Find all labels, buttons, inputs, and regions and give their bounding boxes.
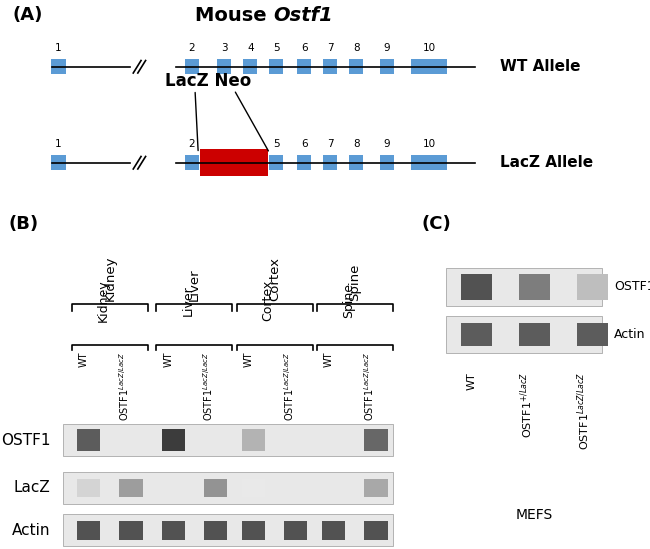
Text: Mouse: Mouse [194, 6, 273, 25]
Bar [51, 59, 66, 74]
Text: 7: 7 [327, 139, 333, 149]
Text: WT: WT [163, 351, 173, 367]
Text: OSTF1$^{LacZ/LacZ}$: OSTF1$^{LacZ/LacZ}$ [117, 351, 131, 421]
Text: 5: 5 [273, 43, 280, 53]
Bar [204, 520, 227, 540]
Bar [243, 59, 257, 74]
Bar [577, 274, 608, 300]
Text: Kidney: Kidney [97, 279, 110, 322]
Text: Spine: Spine [342, 283, 355, 318]
Text: WT: WT [467, 372, 477, 390]
Text: (C): (C) [421, 215, 451, 233]
Text: 8: 8 [353, 43, 359, 53]
Text: Kidney: Kidney [103, 255, 116, 300]
Bar [185, 59, 199, 74]
Text: (A): (A) [13, 6, 44, 24]
Text: OSTF1$^{+/LacZ}$: OSTF1$^{+/LacZ}$ [518, 372, 534, 438]
Text: Ostf1: Ostf1 [273, 6, 333, 25]
Bar [411, 155, 447, 170]
Bar [120, 520, 142, 540]
Bar [297, 59, 311, 74]
Bar [349, 59, 363, 74]
Bar [242, 479, 265, 497]
Bar [462, 274, 493, 300]
Bar [64, 514, 393, 546]
Bar [349, 155, 363, 170]
Bar [77, 479, 100, 497]
Bar [323, 59, 337, 74]
Text: 8: 8 [353, 139, 359, 149]
Text: LacZ: LacZ [14, 480, 51, 495]
Text: LacZ Neo: LacZ Neo [165, 72, 251, 89]
Text: 1: 1 [55, 139, 62, 149]
Text: WT Allele: WT Allele [500, 59, 581, 74]
Bar [297, 155, 311, 170]
Bar [185, 155, 199, 170]
Bar [519, 274, 550, 300]
Text: 10: 10 [422, 43, 436, 53]
Bar [120, 479, 142, 497]
Text: WT: WT [324, 351, 334, 367]
Text: MEFS: MEFS [516, 508, 553, 522]
Text: OSTF1$^{LacZ/LacZ}$: OSTF1$^{LacZ/LacZ}$ [282, 351, 296, 421]
Text: Cortex: Cortex [261, 280, 274, 321]
Text: Spine: Spine [348, 263, 361, 300]
Text: 4: 4 [247, 43, 254, 53]
Text: OSTF1: OSTF1 [1, 433, 51, 447]
Bar [365, 520, 387, 540]
Text: Actin: Actin [614, 328, 645, 341]
Bar [242, 520, 265, 540]
Text: OSTF1$^{LacZ/LacZ}$: OSTF1$^{LacZ/LacZ}$ [362, 351, 376, 421]
Bar [77, 429, 100, 451]
Bar [242, 429, 265, 451]
Text: (B): (B) [8, 215, 38, 233]
Bar [365, 479, 387, 497]
Bar [446, 316, 602, 354]
Text: WT: WT [79, 351, 88, 367]
Bar [64, 472, 393, 504]
Bar [64, 424, 393, 456]
Text: 9: 9 [384, 139, 390, 149]
Bar [322, 520, 345, 540]
Bar [380, 155, 394, 170]
Text: Cortex: Cortex [268, 256, 281, 300]
Text: 3: 3 [221, 43, 228, 53]
Bar [269, 59, 283, 74]
Bar [284, 520, 307, 540]
Bar [365, 429, 387, 451]
Bar [200, 149, 268, 176]
Bar [162, 429, 185, 451]
Bar [162, 520, 185, 540]
Text: Liver: Liver [181, 285, 194, 316]
Text: OSTF1: OSTF1 [614, 281, 650, 293]
Bar [411, 59, 447, 74]
Text: 2: 2 [188, 139, 195, 149]
Bar [217, 59, 231, 74]
Bar [462, 323, 493, 346]
Text: Liver: Liver [188, 268, 201, 300]
Bar [446, 268, 602, 306]
Bar [577, 323, 608, 346]
Text: 7: 7 [327, 43, 333, 53]
Bar [269, 155, 283, 170]
Bar [204, 479, 227, 497]
Text: LacZ Allele: LacZ Allele [500, 155, 593, 170]
Bar [519, 323, 550, 346]
Bar [51, 155, 66, 170]
Bar [380, 59, 394, 74]
Text: 6: 6 [301, 43, 307, 53]
Text: 9: 9 [384, 43, 390, 53]
Text: OSTF1$^{LacZ/LacZ}$: OSTF1$^{LacZ/LacZ}$ [202, 351, 216, 421]
Text: OSTF1$^{LacZ/LacZ}$: OSTF1$^{LacZ/LacZ}$ [576, 372, 592, 450]
Text: WT: WT [244, 351, 254, 367]
Bar [323, 155, 337, 170]
Text: 2: 2 [188, 43, 195, 53]
Text: Actin: Actin [12, 523, 51, 538]
Bar [77, 520, 100, 540]
Text: 5: 5 [273, 139, 280, 149]
Text: 6: 6 [301, 139, 307, 149]
Text: 10: 10 [422, 139, 436, 149]
Text: 1: 1 [55, 43, 62, 53]
